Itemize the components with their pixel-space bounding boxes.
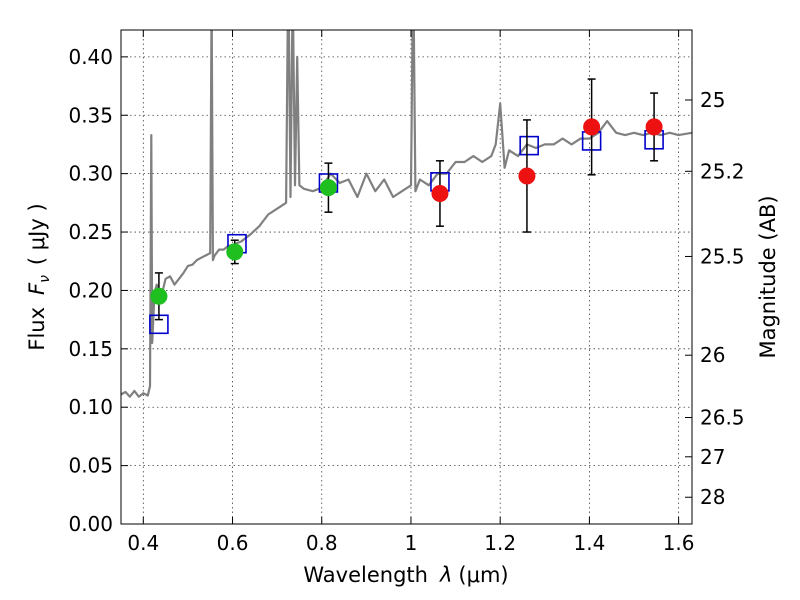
x-axis-label: Wavelength λ (μm) <box>303 563 508 587</box>
model-photometry-square <box>519 135 539 156</box>
plot-area <box>121 30 692 398</box>
y2-tick-label: 25.5 <box>700 244 745 268</box>
x-tick-label: 1.2 <box>484 531 516 555</box>
y-axis-label: FluxFν( μJy ) <box>25 203 53 350</box>
model-spectrum-line <box>121 30 692 398</box>
plot-frame <box>120 29 693 525</box>
optical-point <box>226 243 244 261</box>
x-tick-label: 0.4 <box>127 531 159 555</box>
y2-tick-label: 25.2 <box>700 159 745 183</box>
y2-tick-label: 25 <box>700 88 725 112</box>
y-tick-label: 0.00 <box>68 512 113 536</box>
axis-ticks <box>121 30 692 525</box>
y-tick-label: 0.25 <box>68 220 113 244</box>
y-tick-label: 0.20 <box>68 278 113 302</box>
x-tick-label: 1.4 <box>573 531 605 555</box>
y-tick-label: 0.10 <box>68 395 113 419</box>
y2-tick-label: 28 <box>700 485 725 509</box>
x-tick-label: 1.6 <box>663 531 695 555</box>
optical-point <box>150 287 168 305</box>
y2-tick-label: 26.5 <box>700 405 745 429</box>
x-tick-label: 0.6 <box>217 531 249 555</box>
y-tick-label: 0.05 <box>68 454 113 478</box>
x-tick-label: 0.8 <box>306 531 338 555</box>
y-tick-label: 0.15 <box>68 337 113 361</box>
optical-point <box>319 179 337 197</box>
nir-point <box>583 118 601 136</box>
nir-point <box>645 118 663 136</box>
y2-tick-label: 26 <box>700 343 725 367</box>
nir-point <box>518 167 536 185</box>
y-tick-label: 0.35 <box>68 103 113 127</box>
y-tick-label: 0.30 <box>68 162 113 186</box>
y2-tick-label: 27 <box>700 445 725 469</box>
y-tick-label: 0.40 <box>68 45 113 69</box>
nir-point <box>431 184 449 202</box>
x-tick-label: 1 <box>405 531 418 555</box>
y2-axis-label: Magnitude (AB) <box>756 195 780 358</box>
